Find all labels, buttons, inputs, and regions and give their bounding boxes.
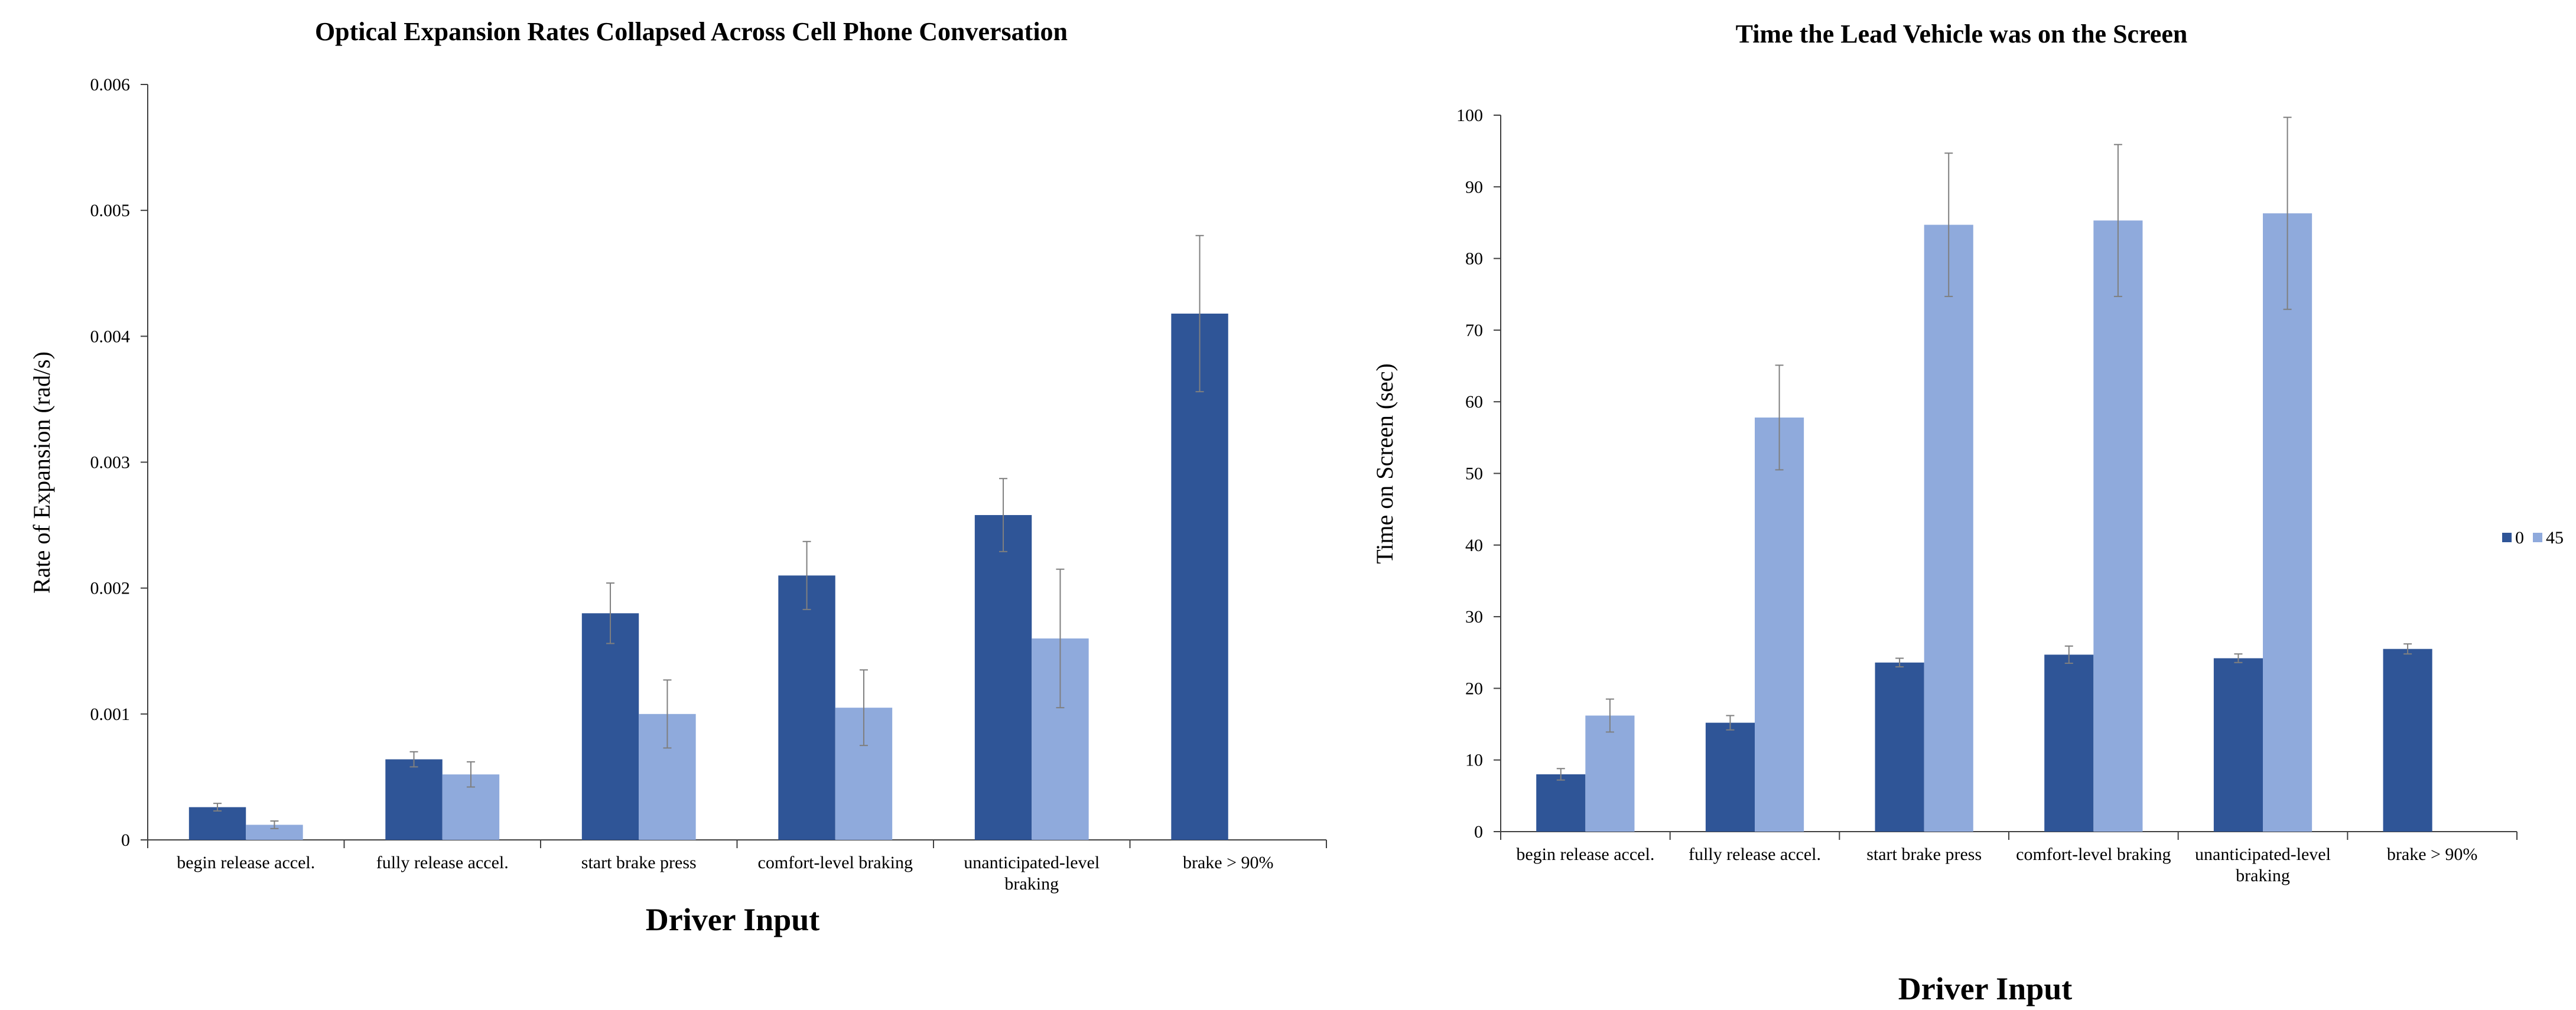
bar bbox=[1536, 774, 1586, 832]
y-tick-label: 80 bbox=[1465, 249, 1483, 269]
error-bar bbox=[466, 761, 475, 788]
error-bar bbox=[859, 669, 868, 747]
bar bbox=[1875, 662, 1924, 832]
y-tick-label: 10 bbox=[1465, 751, 1483, 770]
x-axis-title: Driver Input bbox=[646, 902, 820, 937]
bar bbox=[385, 759, 443, 840]
bar bbox=[1755, 417, 1804, 832]
x-tick-label: start brake press bbox=[581, 853, 697, 872]
error-bar bbox=[270, 820, 279, 829]
bar bbox=[2093, 220, 2143, 832]
error-bar bbox=[2234, 653, 2243, 663]
error-bar bbox=[1056, 568, 1065, 709]
y-tick-label: 90 bbox=[1465, 177, 1483, 197]
x-tick-label: comfort-level braking bbox=[2016, 845, 2171, 864]
y-tick-label: 20 bbox=[1465, 679, 1483, 698]
bar bbox=[1705, 722, 1755, 832]
bar bbox=[974, 515, 1032, 840]
plot-area: 0 10 20 30 40 50 60 70 80 90 100 begin release acce… bbox=[1456, 106, 2518, 885]
error-bar bbox=[1895, 657, 1904, 668]
error-bar bbox=[1605, 698, 1614, 733]
y-tick-label: 0 bbox=[1474, 822, 1483, 842]
x-tick-label: begin release accel. bbox=[1516, 845, 1654, 864]
x-tick-label: brake > 90% bbox=[2387, 845, 2478, 864]
chart-optical-expansion: Optical Expansion Rates Collapsed Across… bbox=[28, 17, 1327, 937]
x-tick-label: comfort-level braking bbox=[758, 853, 913, 872]
y-tick-label: 0.006 bbox=[90, 75, 131, 95]
error-bar bbox=[1775, 364, 1784, 471]
y-tick-label: 70 bbox=[1465, 321, 1483, 340]
x-tick-label: braking bbox=[2236, 866, 2290, 885]
legend-entry-label: 0 bbox=[2515, 528, 2524, 548]
y-tick-label: 0.003 bbox=[90, 453, 131, 473]
x-tick-label: start brake press bbox=[1866, 845, 1982, 864]
error-bar bbox=[1726, 715, 1735, 731]
y-tick-label: 0.001 bbox=[90, 705, 131, 724]
x-tick-label: fully release accel. bbox=[376, 853, 509, 872]
error-bar bbox=[1556, 768, 1565, 781]
x-axis-title: Driver Input bbox=[1898, 971, 2073, 1006]
bar bbox=[778, 575, 835, 840]
bar bbox=[2383, 649, 2432, 832]
bar bbox=[1924, 224, 1973, 832]
bar bbox=[1585, 715, 1635, 832]
y-tick-label: 60 bbox=[1465, 392, 1483, 412]
error-bar bbox=[2283, 116, 2292, 310]
error-bar bbox=[999, 478, 1008, 552]
y-tick-label: 0.002 bbox=[90, 579, 131, 598]
error-bar bbox=[213, 803, 222, 812]
x-tick-label: brake > 90% bbox=[1183, 853, 1274, 872]
y-tick-label: 0.004 bbox=[90, 327, 131, 346]
error-bar bbox=[1944, 152, 1953, 297]
bar bbox=[2263, 213, 2312, 832]
legend-swatch bbox=[2502, 533, 2512, 542]
bar bbox=[2213, 658, 2263, 832]
y-tick-label: 0 bbox=[121, 830, 130, 850]
legend-swatch bbox=[2533, 533, 2542, 542]
error-bar bbox=[606, 582, 615, 644]
error-bar bbox=[663, 679, 672, 749]
error-bar bbox=[802, 540, 811, 610]
bar bbox=[581, 613, 639, 840]
y-tick-label: 50 bbox=[1465, 464, 1483, 484]
y-tick-label: 100 bbox=[1456, 106, 1483, 125]
chart-title: Optical Expansion Rates Collapsed Across… bbox=[315, 17, 1068, 46]
chart-title: Time the Lead Vehicle was on the Screen bbox=[1736, 19, 2188, 48]
x-tick-label: braking bbox=[1004, 874, 1059, 894]
error-bar bbox=[2113, 144, 2122, 297]
x-tick-label: unanticipated-level bbox=[2195, 845, 2331, 864]
chart-lead-vehicle-time: Time the Lead Vehicle was on the Screen … bbox=[1371, 19, 2564, 1006]
error-bar bbox=[2064, 645, 2073, 664]
bar bbox=[2044, 654, 2094, 832]
y-tick-label: 30 bbox=[1465, 607, 1483, 627]
plot-area: 0 0.001 0.002 0.003 0.004 0.005 0.006 begin rel… bbox=[90, 75, 1327, 894]
error-bar bbox=[2403, 643, 2412, 655]
legend: 0 45 bbox=[2502, 528, 2564, 548]
x-tick-label: fully release accel. bbox=[1689, 845, 1821, 864]
y-tick-label: 40 bbox=[1465, 536, 1483, 555]
y-tick-label: 0.005 bbox=[90, 201, 131, 220]
x-tick-label: unanticipated-level bbox=[964, 853, 1100, 872]
y-axis-title: Time on Screen (sec) bbox=[1371, 363, 1398, 564]
y-axis-title: Rate of Expansion (rad/s) bbox=[28, 351, 55, 594]
error-bar bbox=[1195, 234, 1204, 393]
x-tick-label: begin release accel. bbox=[177, 853, 315, 872]
bar bbox=[188, 807, 246, 840]
error-bar bbox=[409, 751, 418, 768]
legend-entry-label: 45 bbox=[2546, 528, 2564, 548]
bar bbox=[1171, 313, 1228, 840]
